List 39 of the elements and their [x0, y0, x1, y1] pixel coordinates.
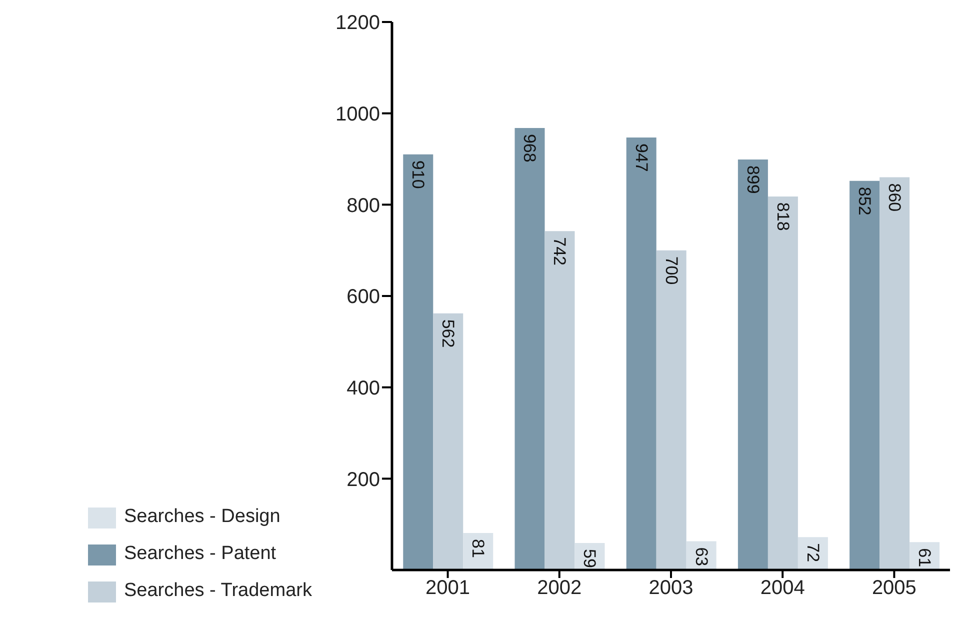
x-tick-label: 2005 — [872, 577, 916, 600]
data-label: 61 — [915, 548, 934, 568]
bar — [738, 159, 768, 570]
data-label: 81 — [468, 539, 488, 558]
data-label: 700 — [662, 256, 681, 285]
bar — [403, 154, 434, 570]
data-label: 899 — [743, 165, 762, 194]
data-label: 860 — [885, 183, 904, 212]
y-tick-label: 1000 — [335, 103, 380, 126]
legend-label: Searches - Design — [124, 506, 280, 527]
legend-label: Searches - Trademark — [124, 580, 312, 601]
y-tick-label: 1200 — [335, 12, 380, 34]
data-label: 562 — [438, 319, 458, 348]
bar — [768, 196, 798, 570]
data-label: 947 — [632, 144, 651, 172]
data-label: 910 — [408, 160, 428, 189]
data-label: 59 — [580, 549, 600, 568]
x-tick-label: 2001 — [426, 577, 470, 600]
bar — [433, 313, 464, 570]
data-label: 852 — [855, 186, 874, 216]
bar — [514, 128, 545, 570]
bar — [544, 231, 575, 570]
bar — [850, 180, 880, 570]
data-label: 968 — [520, 134, 540, 162]
y-tick-label: 400 — [346, 377, 380, 400]
bar — [880, 177, 910, 570]
x-tick-label: 2004 — [760, 577, 805, 600]
y-tick-label: 200 — [346, 468, 380, 491]
bar — [626, 138, 656, 570]
x-tick-label: 2003 — [648, 577, 694, 600]
data-label: 818 — [773, 202, 792, 231]
legend-label: Searches - Patent — [124, 543, 276, 564]
x-tick-label: 2002 — [537, 577, 582, 600]
data-label: 72 — [803, 543, 822, 562]
data-label: 63 — [692, 547, 711, 566]
y-tick-label: 600 — [346, 286, 380, 308]
data-label: 742 — [550, 237, 570, 266]
y-tick-label: 800 — [346, 194, 380, 217]
bar — [656, 250, 686, 570]
